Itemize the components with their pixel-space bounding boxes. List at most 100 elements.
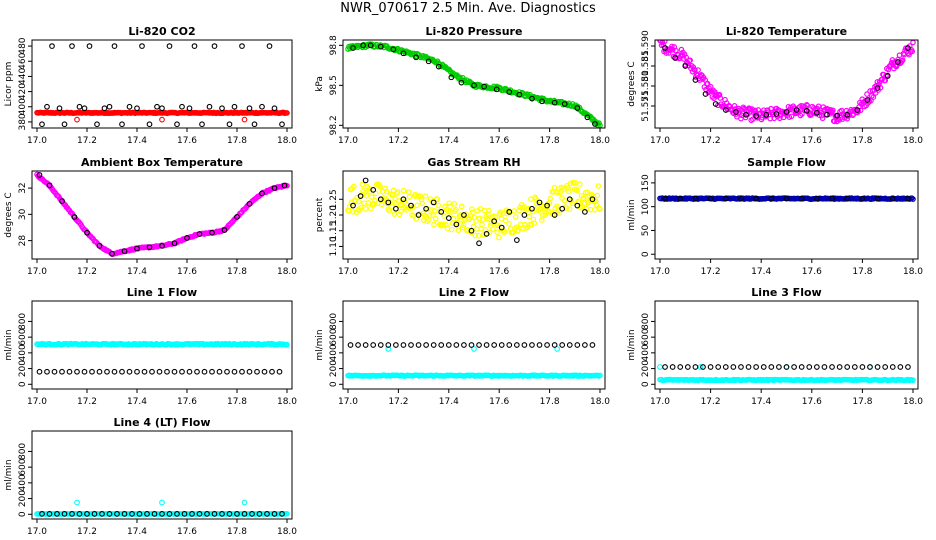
data-point: [884, 73, 891, 79]
data-point: [46, 511, 53, 517]
data-point: [159, 105, 165, 112]
data-point: [460, 222, 467, 229]
data-point: [844, 111, 851, 118]
data-point: [702, 91, 709, 97]
data-point: [254, 368, 260, 375]
data-point: [408, 342, 414, 348]
data-point: [831, 118, 838, 125]
data-point: [451, 200, 457, 207]
plot-area: [657, 364, 916, 384]
data-point: [159, 511, 165, 517]
data-point: [226, 121, 233, 128]
data-point: [897, 364, 904, 370]
data-point: [905, 364, 911, 370]
data-point: [377, 183, 383, 190]
data-point: [271, 105, 278, 112]
data-point: [773, 111, 780, 117]
data-point: [722, 107, 729, 113]
data-point: [256, 511, 263, 517]
data-point: [276, 368, 283, 375]
y-axis-label: Licor ppm: [4, 62, 14, 107]
data-point: [494, 229, 500, 236]
y-tick-label: 480: [18, 37, 28, 54]
data-point: [707, 195, 714, 202]
data-point: [445, 208, 452, 215]
data-point: [445, 215, 452, 221]
data-point: [874, 195, 881, 202]
data-point: [141, 368, 148, 375]
data-point: [469, 209, 476, 216]
x-tick-label: 18.0: [590, 136, 610, 146]
data-point: [584, 114, 591, 121]
data-point: [662, 45, 668, 51]
data-point: [209, 368, 215, 375]
data-point: [159, 499, 165, 506]
data-point: [370, 342, 377, 348]
data-point: [171, 240, 178, 247]
data-point: [39, 511, 45, 517]
data-point: [51, 368, 58, 375]
plot-frame: [31, 170, 293, 260]
data-point: [204, 511, 210, 517]
data-point: [224, 368, 230, 375]
data-point: [536, 342, 543, 348]
x-tick-label: 17.4: [751, 136, 771, 146]
data-point: [186, 368, 193, 375]
panel-8: Line 2 Flow 17.0 17.2 17.4 17.6 17.8 18.0 0 2004…: [315, 286, 610, 407]
x-tick-label: 17.8: [540, 136, 560, 146]
data-point: [814, 195, 820, 202]
data-point: [899, 57, 906, 63]
x-tick-label: 18.0: [277, 527, 297, 537]
data-point: [506, 220, 512, 227]
y-tick-label: 1.20: [329, 205, 339, 225]
data-point: [415, 342, 422, 348]
data-point: [76, 511, 83, 517]
y-tick-label: 0: [18, 511, 28, 517]
data-point: [84, 511, 90, 517]
data-point: [743, 111, 749, 118]
data-point: [264, 511, 270, 517]
data-point: [104, 368, 110, 375]
data-point: [661, 40, 668, 44]
data-point: [716, 91, 723, 98]
data-point: [662, 364, 668, 370]
data-point: [909, 195, 915, 201]
y-tick-label: 800: [18, 443, 28, 460]
data-point: [423, 205, 429, 212]
data-point: [139, 43, 145, 49]
data-point: [447, 203, 453, 210]
data-point: [889, 364, 896, 370]
x-tick-label: 17.8: [540, 267, 560, 277]
data-point: [234, 511, 240, 517]
data-point: [731, 103, 738, 109]
panel-1: Li-820 CO2 17.0 17.2 17.4 17.6 17.8 18.0 380400…: [4, 25, 297, 146]
data-point: [146, 244, 153, 251]
data-point: [119, 121, 125, 128]
data-point: [199, 121, 205, 128]
data-point: [542, 212, 549, 219]
x-tick-label: 17.8: [540, 397, 560, 407]
x-tick-label: 18.0: [903, 267, 923, 277]
data-point: [468, 227, 475, 234]
data-point: [814, 364, 820, 370]
plot-frame: [342, 300, 606, 390]
data-point: [159, 243, 165, 249]
data-point: [545, 208, 552, 215]
data-point: [146, 121, 153, 128]
y-tick-label: 800: [329, 313, 339, 330]
data-point: [783, 109, 790, 115]
data-point: [687, 57, 693, 64]
data-point: [882, 364, 889, 370]
panel-title: Li-820 Pressure: [426, 25, 523, 38]
data-point: [597, 122, 603, 128]
y-tick-label: 400: [18, 474, 28, 491]
y-axis-label: percent: [315, 197, 325, 232]
data-point: [415, 212, 422, 218]
plot-frame: [342, 39, 606, 129]
data-point: [89, 368, 95, 375]
data-point: [515, 227, 522, 234]
data-point: [531, 220, 538, 227]
x-tick-label: 18.0: [903, 397, 923, 407]
data-point: [414, 202, 420, 209]
y-tick-label: 1.15: [329, 221, 339, 241]
